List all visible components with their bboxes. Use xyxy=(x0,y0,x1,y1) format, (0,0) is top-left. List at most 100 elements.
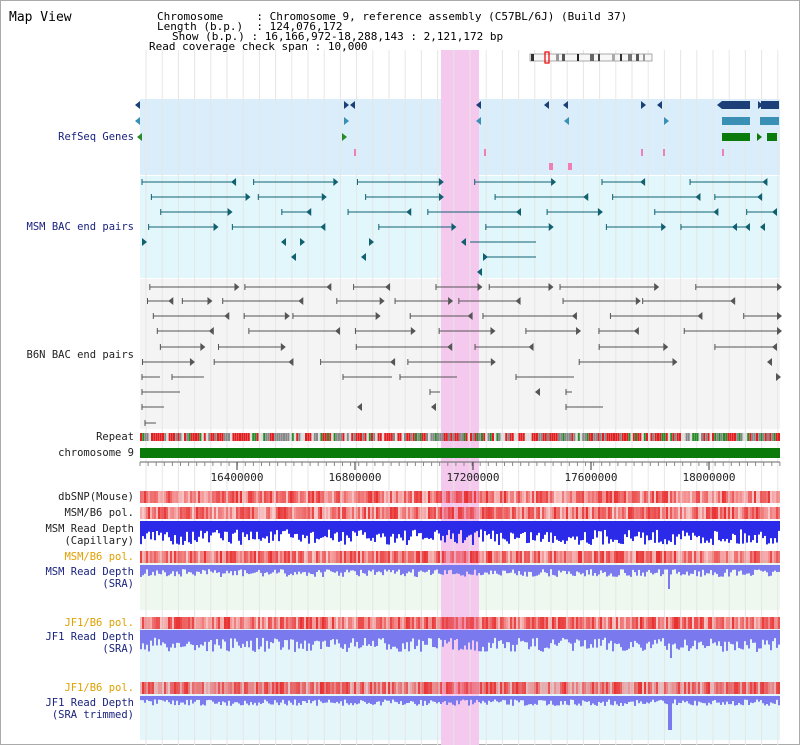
msm-sra-depth-bar xyxy=(314,565,316,577)
msm-b6-pol-cell xyxy=(510,507,512,519)
jf1-b6-pol-cell xyxy=(304,617,306,629)
refseq-genes-track[interactable] xyxy=(135,101,779,170)
msm-sra-depth-bar xyxy=(484,565,486,573)
msm-capillary-depth-bar xyxy=(380,521,382,538)
jf1-b6-pol-cell xyxy=(558,617,560,629)
repeat-element xyxy=(280,433,283,441)
chromosome-ideogram[interactable] xyxy=(529,51,653,64)
jf1-sra-depth-bar xyxy=(190,630,192,645)
msm-b6-pol-cell xyxy=(748,507,750,519)
jf1-b6-pol-cell xyxy=(754,617,756,629)
repeat-element xyxy=(164,433,167,441)
msm-capillary-depth-bar xyxy=(762,521,764,539)
msm-capillary-depth-bar xyxy=(208,521,210,543)
msm-sra-depth-bar xyxy=(722,565,724,577)
msm-sra-depth-bar xyxy=(618,565,620,576)
msm-sra-depth-bar xyxy=(178,565,180,575)
jf1-b6-pol-cell xyxy=(668,617,670,629)
msm-b6-pol-cell xyxy=(310,551,312,563)
jf1-b6-pol-cell xyxy=(522,617,524,629)
msm-capillary-depth-bar xyxy=(214,521,216,533)
jf1-sra-depth-bar xyxy=(184,630,186,647)
b6n-bac-pair-end xyxy=(224,312,230,320)
jf1-sra-depth-bar xyxy=(760,630,762,649)
msm-capillary-depth-bar xyxy=(224,521,226,532)
jf1-sra-trimmed-depth-bar xyxy=(438,696,440,703)
msm-bac-label[interactable]: MSM BAC end pairs xyxy=(26,221,134,233)
msm-capillary-depth-bar xyxy=(368,521,370,539)
jf1-b6-pol-cell xyxy=(514,682,516,694)
jf1-b6-pol-cell xyxy=(234,682,236,694)
msm-b6-pol-cell xyxy=(394,551,396,563)
jf1-sra-trimmed-depth-bar xyxy=(652,696,654,700)
msm-capillary-depth-bar xyxy=(516,521,518,538)
jf1-sra-depth-bar xyxy=(570,630,572,644)
b6n-bac-label[interactable]: B6N BAC end pairs xyxy=(26,349,134,361)
jf1-sra-trimmed-depth-bar xyxy=(160,696,162,700)
jf1-b6-pol-cell xyxy=(380,617,382,629)
msm-bac-end-pairs-track[interactable] xyxy=(141,178,777,276)
jf1-sra-trimmed-depth-bar xyxy=(474,696,476,703)
msm-b6-pol-cell xyxy=(620,551,622,563)
jf1-b6-pol-cell xyxy=(690,617,692,629)
msm-b6-pol-cell xyxy=(288,551,290,563)
jf1-b6-pol-cell xyxy=(274,682,276,694)
msm-capillary-depth-bar xyxy=(402,521,404,541)
jf1-b6-pol-cell xyxy=(218,682,220,694)
refseq-genes-label[interactable]: RefSeq Genes xyxy=(58,131,134,143)
b6n-bac-pair-end xyxy=(635,297,641,305)
msm-b6-pol-cell xyxy=(596,551,598,563)
repeat-element xyxy=(553,433,556,441)
jf1-b6-pol-cell xyxy=(442,617,444,629)
msm-capillary-depth-bar xyxy=(670,521,672,542)
msm-b6-pol-cell xyxy=(320,551,322,563)
msm-capillary-depth-bar xyxy=(204,521,206,534)
msm-b6-pol-cell xyxy=(344,507,346,519)
dbsnp-cell xyxy=(594,491,596,503)
jf1-b6-pol-cell xyxy=(502,617,504,629)
msm-sra-depth-bar xyxy=(186,565,188,574)
dbsnp-cell xyxy=(158,491,160,503)
msm-b6-pol-cell xyxy=(774,551,776,563)
b6n-bac-end-pairs-track[interactable] xyxy=(141,0,782,426)
dbsnp-cell xyxy=(584,491,586,503)
msm-b6-pol-cell xyxy=(680,507,682,519)
repeat-element xyxy=(549,433,552,441)
msm-b6-pol-cell xyxy=(636,551,638,563)
jf1-b6-pol-cell xyxy=(692,617,694,629)
msm-capillary-depth-bar xyxy=(352,521,354,532)
dbsnp-cell xyxy=(212,491,214,503)
jf1-b6-pol-cell xyxy=(472,617,474,629)
jf1-sra-depth-bar xyxy=(454,630,456,641)
msm-b6-pol-cell xyxy=(626,507,628,519)
repeat-element xyxy=(291,433,294,441)
msm-b6-pol-cell xyxy=(530,507,532,519)
jf1-b6-pol-cell xyxy=(724,617,726,629)
msm-b6-pol-cell xyxy=(618,551,620,563)
jf1-sra-trimmed-depth-bar xyxy=(440,696,442,704)
jf1-b6-pol-cell xyxy=(606,682,608,694)
msm-sra-depth-bar xyxy=(256,565,258,572)
msm-b6-pol-cell xyxy=(612,551,614,563)
jf1-sra-depth-bar xyxy=(642,630,644,651)
b6n-bac-pair-end xyxy=(448,297,454,305)
msm-b6-pol-cell xyxy=(452,507,454,519)
dbsnp-cell xyxy=(282,491,284,503)
repeat-element xyxy=(415,433,417,441)
msm-sra-depth-bar xyxy=(244,565,246,571)
refseq-gene-marker xyxy=(757,133,762,141)
repeat-element xyxy=(749,433,752,441)
jf1-b6-pol-cell xyxy=(404,617,406,629)
jf1-sra-depth-bar xyxy=(580,630,582,647)
msm-capillary-depth-bar xyxy=(244,521,246,537)
jf1-b6-pol-cell xyxy=(740,682,742,694)
repeat-element xyxy=(474,433,477,441)
jf1-b6-pol-cell xyxy=(662,682,664,694)
dbsnp-cell xyxy=(602,491,604,503)
msm-b6-pol-cell xyxy=(278,551,280,563)
dbsnp-cell xyxy=(382,491,384,503)
jf1-sra-depth-bar xyxy=(256,630,258,638)
jf1-sra-depth-bar xyxy=(164,630,166,644)
jf1-b6-pol-cell xyxy=(508,682,510,694)
